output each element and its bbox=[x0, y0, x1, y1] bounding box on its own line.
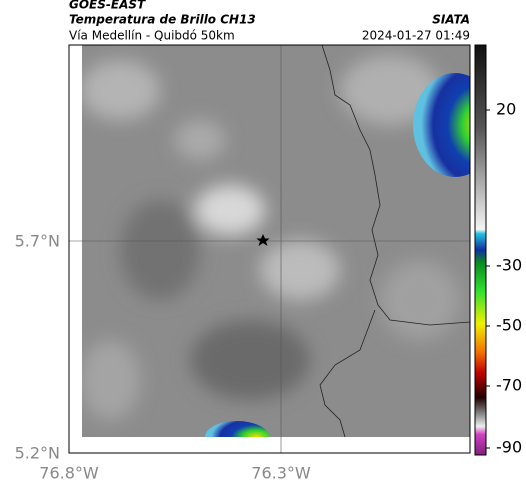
source: GOES-EAST bbox=[69, 0, 146, 12]
colorbar bbox=[474, 44, 487, 456]
lon-label: 76.8°W bbox=[39, 464, 99, 483]
storm-cell bbox=[205, 421, 269, 437]
colorbar-tick-label: 20 bbox=[496, 100, 516, 119]
colorbar-tick-label: -90 bbox=[496, 438, 522, 457]
graticule bbox=[69, 45, 470, 453]
map-frame bbox=[68, 44, 471, 454]
lon-label: 76.3°W bbox=[251, 464, 311, 483]
storm-cell bbox=[413, 73, 470, 177]
route: Vía Medellín - Quibdó 50km bbox=[69, 29, 235, 43]
location-marker bbox=[256, 234, 270, 246]
agency: SIATA bbox=[432, 13, 470, 27]
lat-label: 5.7°N bbox=[15, 232, 60, 251]
product: Temperatura de Brillo CH13 bbox=[69, 13, 256, 27]
boundaries bbox=[319, 44, 471, 438]
satellite-image bbox=[82, 45, 470, 437]
timestamp: 2024-01-27 01:49 bbox=[362, 29, 470, 43]
lat-label: 5.2°N bbox=[15, 444, 60, 463]
colorbar-tick-label: -50 bbox=[496, 316, 522, 335]
colorbar-tick-label: -30 bbox=[496, 256, 522, 275]
colorbar-tick-label: -70 bbox=[496, 376, 522, 395]
